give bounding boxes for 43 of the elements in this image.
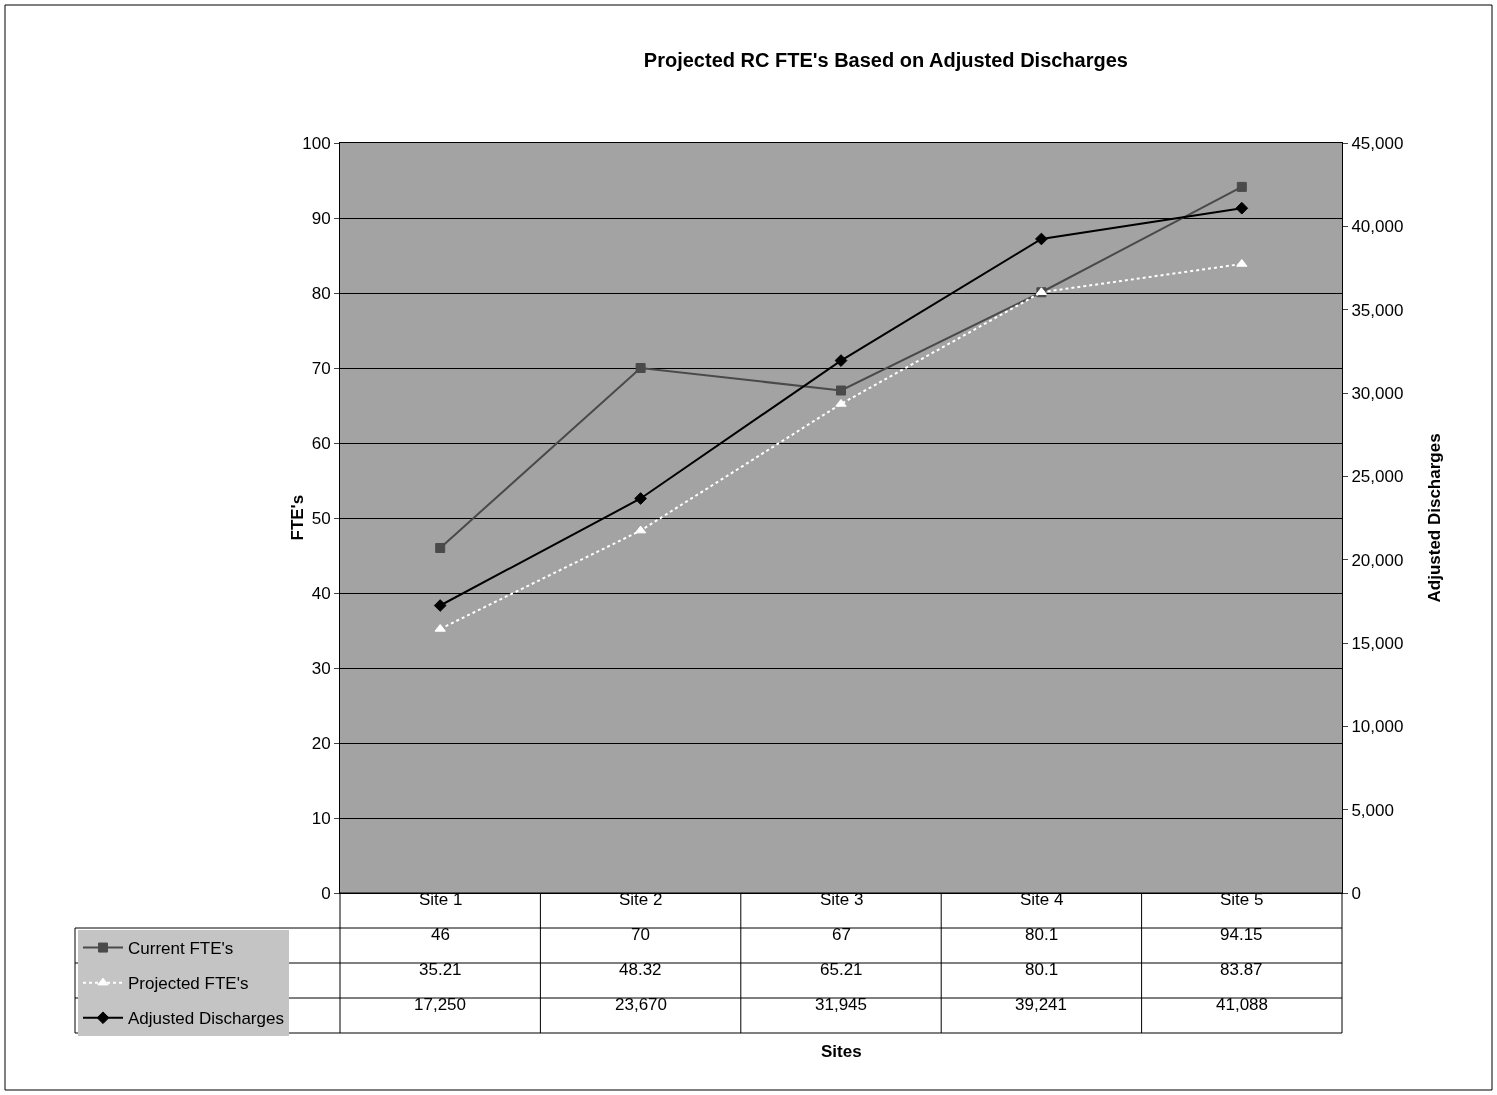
data-label: 39,241 bbox=[1015, 995, 1067, 1014]
y2-tick-label: 15,000 bbox=[1351, 633, 1404, 653]
y-tick-label: 40 bbox=[311, 583, 331, 603]
chart-title: Projected RC FTE's Based on Adjusted Discharges bbox=[643, 49, 1128, 71]
y-tick-label: 80 bbox=[311, 283, 331, 303]
data-label: 23,670 bbox=[615, 995, 667, 1014]
legend-label: Projected FTE's bbox=[128, 974, 249, 994]
data-label: 65.21 bbox=[820, 960, 863, 979]
y2-axis-title: Adjusted Discharges bbox=[1424, 433, 1444, 603]
y-tick-label: 20 bbox=[311, 733, 331, 753]
y2-tick-label: 40,000 bbox=[1351, 217, 1404, 237]
data-label: 94.15 bbox=[1220, 925, 1263, 944]
data-label: 35.21 bbox=[419, 960, 462, 979]
y-tick-label: 60 bbox=[311, 433, 331, 453]
data-label: 70 bbox=[631, 925, 650, 944]
y-tick-label: 30 bbox=[311, 658, 331, 678]
y-tick-label: 70 bbox=[311, 358, 331, 378]
y2-tick-label: 10,000 bbox=[1351, 717, 1404, 737]
data-label: 46 bbox=[431, 925, 450, 944]
data-label: 48.32 bbox=[619, 960, 662, 979]
legend-label: Current FTE's bbox=[128, 939, 234, 959]
y-tick-label: 50 bbox=[311, 508, 331, 528]
data-label: 41,088 bbox=[1216, 995, 1268, 1014]
y2-tick-label: 0 bbox=[1351, 883, 1361, 903]
data-label: 67 bbox=[832, 925, 851, 944]
legend-label: Adjusted Discharges bbox=[128, 1009, 284, 1029]
y2-tick-label: 5,000 bbox=[1351, 800, 1394, 820]
y2-tick-label: 45,000 bbox=[1351, 133, 1404, 153]
y2-tick-label: 20,000 bbox=[1351, 550, 1404, 570]
text: Sites bbox=[821, 1042, 862, 1061]
data-label: 17,250 bbox=[414, 995, 466, 1014]
y2-tick-label: 35,000 bbox=[1351, 300, 1404, 320]
data-label: 80.1 bbox=[1025, 960, 1059, 979]
y-tick-label: 10 bbox=[311, 808, 331, 828]
y2-tick-label: 30,000 bbox=[1351, 383, 1404, 403]
y2-tick-label: 25,000 bbox=[1351, 467, 1404, 487]
y-tick-label: 0 bbox=[321, 883, 331, 903]
y-tick-label: 90 bbox=[311, 208, 331, 228]
y-tick-label: 100 bbox=[302, 133, 331, 153]
y-axis-title: FTE's bbox=[287, 494, 307, 541]
data-label: 31,945 bbox=[815, 995, 867, 1014]
data-label: 83.87 bbox=[1220, 960, 1263, 979]
data-label: 80.1 bbox=[1025, 925, 1059, 944]
